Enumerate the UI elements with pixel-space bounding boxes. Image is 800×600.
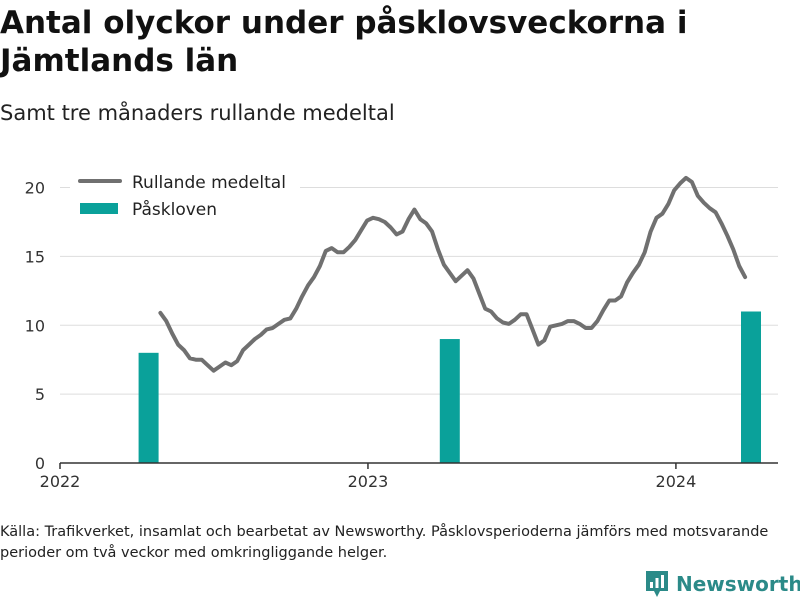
legend-label-paskloven: Påskloven bbox=[132, 199, 217, 220]
bar bbox=[741, 311, 762, 463]
chart: 0 5 10 15 20 2022 2023 2024 Rullande medeltal Pås… bbox=[25, 168, 778, 491]
legend-label-rullande-medeltal: Rullande medeltal bbox=[132, 173, 286, 193]
legend-swatch-bar bbox=[80, 203, 118, 214]
x-tick-label: 2022 bbox=[40, 472, 81, 491]
legend: Rullande medeltal Påskloven bbox=[70, 168, 300, 226]
chart-subtitle: Samt tre månaders rullande medeltal bbox=[0, 101, 395, 125]
series-line-rullande-medeltal bbox=[158, 175, 748, 373]
y-tick-label: 5 bbox=[35, 385, 45, 404]
y-tick-label: 20 bbox=[25, 179, 45, 198]
bar bbox=[138, 352, 159, 463]
y-tick-label: 15 bbox=[25, 247, 45, 266]
x-tick-label: 2023 bbox=[348, 472, 389, 491]
source-note: Källa: Trafikverket, insamlat och bearbe… bbox=[0, 524, 769, 561]
x-tick-label: 2024 bbox=[656, 472, 697, 491]
brand-logo[interactable]: Newsworthy bbox=[644, 568, 800, 600]
bar bbox=[439, 339, 460, 463]
newsworthy-logo-icon bbox=[646, 571, 668, 597]
legend-background bbox=[70, 168, 300, 226]
chart-title: Antal olyckor under påsklovsveckorna i J… bbox=[0, 5, 688, 79]
y-tick-label: 0 bbox=[35, 454, 45, 473]
brand-name: Newsworthy bbox=[676, 572, 800, 596]
y-tick-label: 10 bbox=[25, 316, 45, 335]
